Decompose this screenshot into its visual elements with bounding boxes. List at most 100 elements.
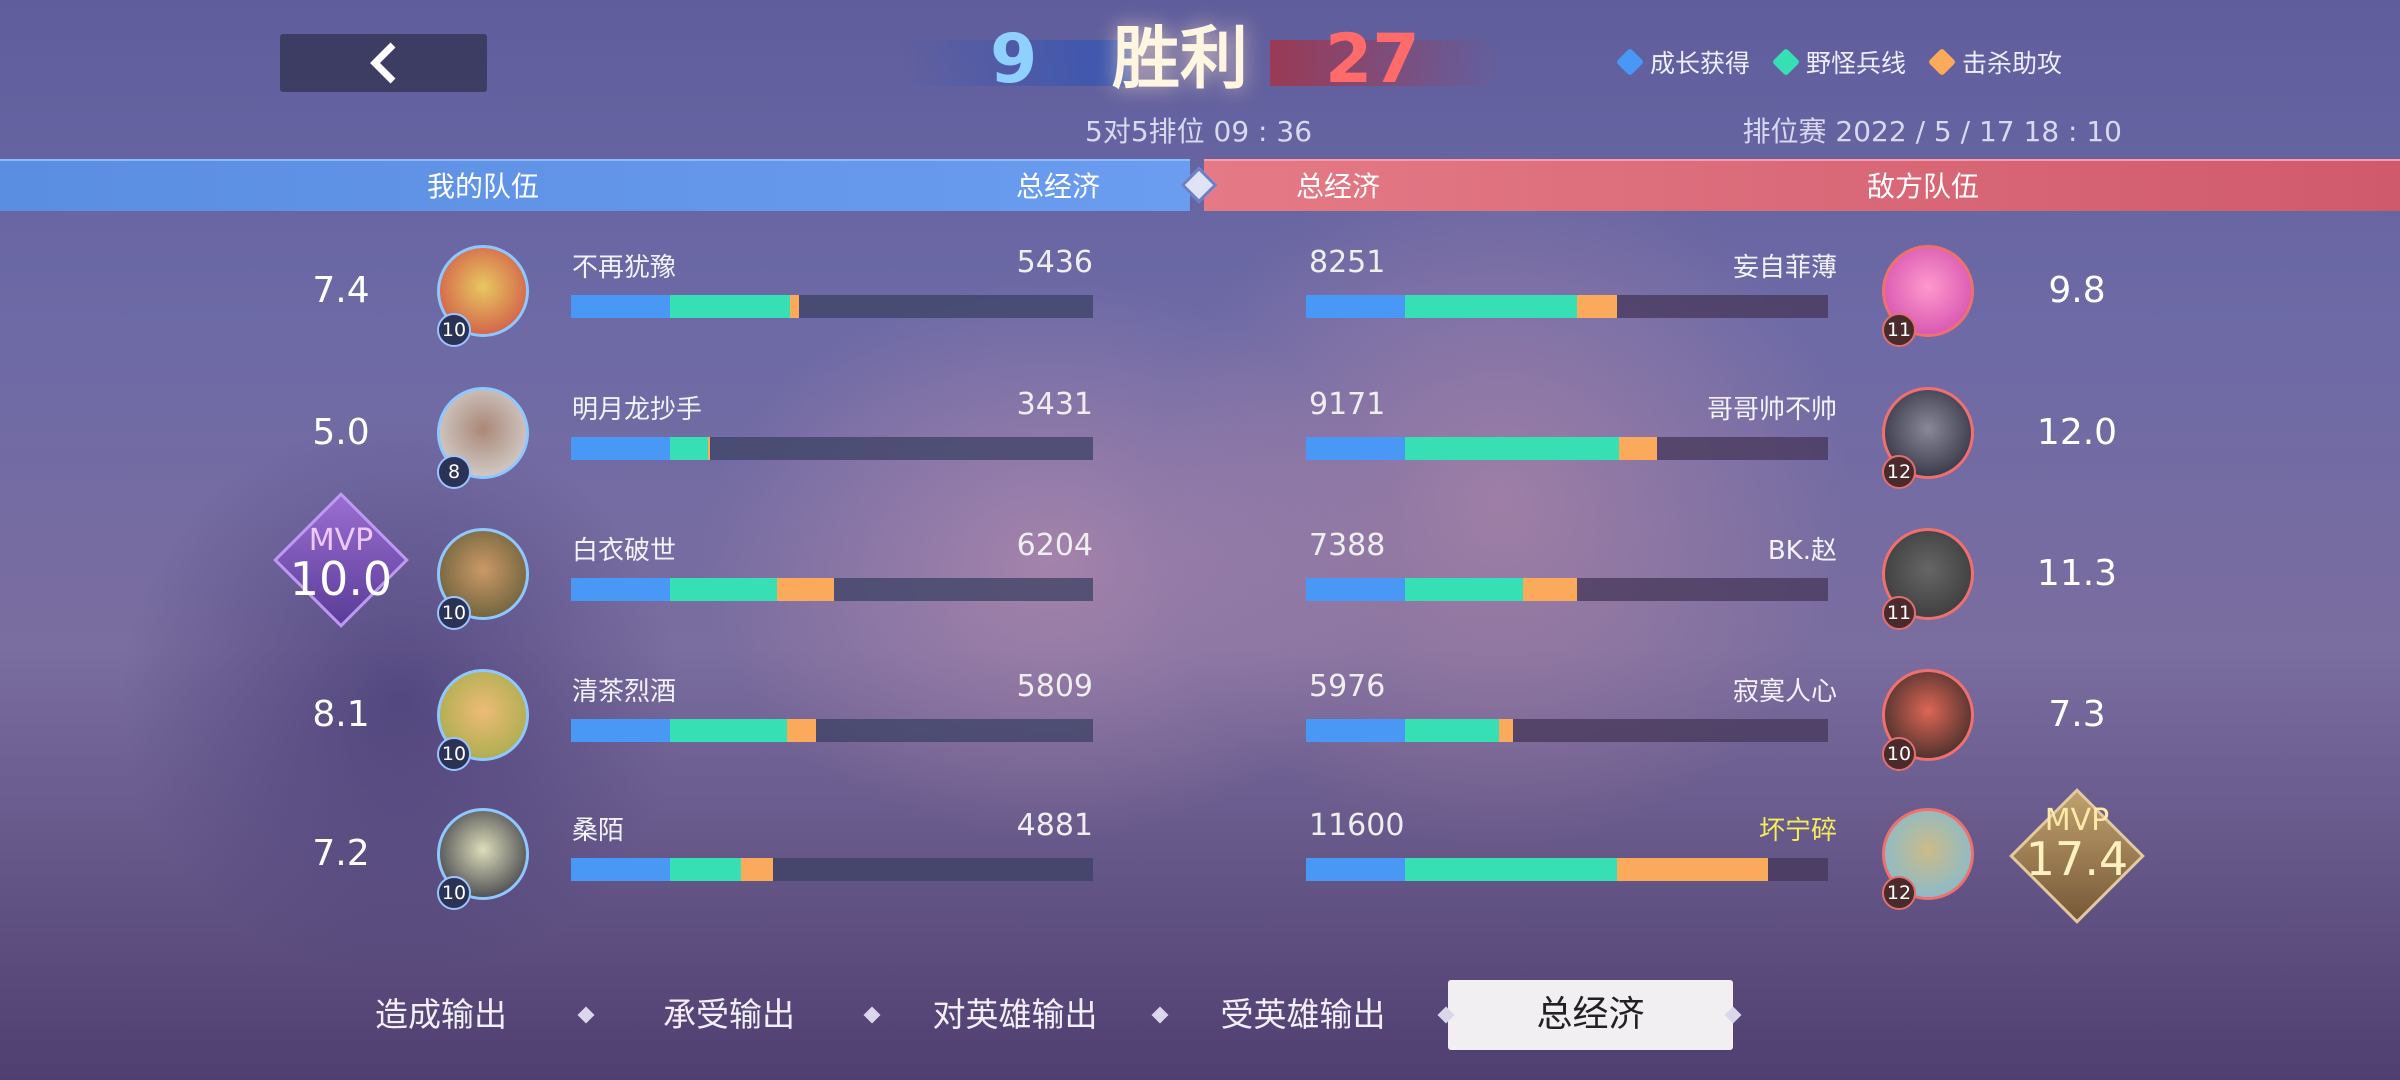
diamond-icon bbox=[1927, 47, 1957, 77]
player-name: 妄自菲薄 bbox=[1732, 253, 1837, 283]
hero-avatar[interactable] bbox=[1882, 387, 1974, 479]
enemy-kills: 27 bbox=[1325, 20, 1420, 99]
total-gold: 8251 bbox=[1309, 245, 1386, 280]
back-button[interactable] bbox=[280, 34, 487, 92]
hero-level-badge: 12 bbox=[1882, 455, 1916, 489]
growth-segment bbox=[571, 719, 671, 742]
total-gold: 9171 bbox=[1309, 387, 1386, 422]
tab-1[interactable]: 承受输出 bbox=[663, 995, 795, 1034]
gold-bar bbox=[1306, 437, 1828, 460]
legend-item-jungle: 野怪兵线 bbox=[1771, 44, 1907, 80]
kill-assist-segment bbox=[707, 437, 710, 460]
legend-label: 野怪兵线 bbox=[1806, 49, 1907, 78]
player-name: 桑陌 bbox=[572, 816, 625, 846]
player-score: 7.4 bbox=[312, 270, 370, 311]
gold-bar bbox=[571, 578, 1093, 601]
gold-bar bbox=[1306, 295, 1828, 318]
jungle-segment bbox=[670, 295, 791, 318]
growth-segment bbox=[1306, 295, 1406, 318]
player-score: 9.8 bbox=[2048, 270, 2106, 311]
result-title: 胜利 bbox=[1112, 20, 1249, 99]
jungle-segment bbox=[1405, 437, 1620, 460]
player-score: 5.0 bbox=[312, 412, 370, 453]
hero-level-badge: 8 bbox=[437, 455, 471, 489]
kill-assist-segment bbox=[776, 578, 835, 601]
hero-level-badge: 10 bbox=[1882, 737, 1916, 771]
tab-separator-diamond-icon bbox=[1151, 1006, 1169, 1024]
tab-3[interactable]: 受英雄输出 bbox=[1220, 995, 1386, 1034]
growth-segment bbox=[1306, 858, 1406, 881]
total-gold: 5976 bbox=[1309, 669, 1386, 704]
my-team-header: 我的队伍 总经济 bbox=[0, 159, 1190, 211]
jungle-segment bbox=[670, 719, 787, 742]
gold-bar bbox=[571, 719, 1093, 742]
player-name: 哥哥帅不帅 bbox=[1706, 395, 1837, 425]
kill-assist-segment bbox=[1619, 437, 1658, 460]
hero-avatar[interactable] bbox=[437, 669, 529, 761]
legend-label: 击杀助攻 bbox=[1962, 49, 2063, 78]
growth-segment bbox=[571, 578, 671, 601]
hero-level-badge: 10 bbox=[437, 313, 471, 347]
player-name: 白衣破世 bbox=[572, 536, 677, 566]
diamond-icon bbox=[1615, 47, 1645, 77]
growth-segment bbox=[1306, 578, 1406, 601]
player-name: BK.赵 bbox=[1767, 536, 1837, 566]
my-stat-label: 总经济 bbox=[1016, 170, 1101, 203]
tab-4-active[interactable]: 总经济 bbox=[1448, 980, 1733, 1050]
legend-label: 成长获得 bbox=[1650, 49, 1751, 78]
tab-0[interactable]: 造成输出 bbox=[375, 995, 507, 1034]
kill-assist-segment bbox=[1499, 719, 1513, 742]
my-kills: 9 bbox=[990, 20, 1038, 99]
jungle-segment bbox=[1405, 719, 1500, 742]
growth-segment bbox=[571, 295, 671, 318]
total-gold: 6204 bbox=[1016, 528, 1093, 563]
tab-separator-diamond-icon bbox=[863, 1006, 881, 1024]
total-gold: 7388 bbox=[1309, 528, 1386, 563]
mvp-label: MVP bbox=[2044, 803, 2110, 838]
my-score-bg bbox=[900, 40, 1130, 86]
diamond-icon bbox=[1771, 47, 1801, 77]
enemy-stat-label: 总经济 bbox=[1296, 170, 1381, 203]
player-score: 7.3 bbox=[2048, 694, 2106, 735]
player-name: 清茶烈酒 bbox=[572, 677, 677, 707]
player-score: 8.1 bbox=[312, 694, 370, 735]
gold-bar bbox=[571, 437, 1093, 460]
jungle-segment bbox=[1405, 578, 1523, 601]
jungle-segment bbox=[1405, 295, 1578, 318]
growth-segment bbox=[571, 858, 671, 881]
total-gold: 4881 bbox=[1016, 808, 1093, 843]
jungle-segment bbox=[670, 437, 708, 460]
mode-time: 5对5排位 09 : 36 bbox=[1085, 115, 1313, 148]
player-score: 11.3 bbox=[2036, 553, 2118, 594]
total-gold: 5809 bbox=[1016, 669, 1093, 704]
legend-item-growth: 成长获得 bbox=[1615, 44, 1751, 80]
growth-segment bbox=[1306, 437, 1406, 460]
total-gold: 3431 bbox=[1016, 387, 1093, 422]
jungle-segment bbox=[670, 578, 777, 601]
enemy-score-bg bbox=[1270, 40, 1500, 86]
gold-bar bbox=[571, 295, 1093, 318]
tab-2[interactable]: 对英雄输出 bbox=[932, 995, 1098, 1034]
legend-item-kills: 击杀助攻 bbox=[1927, 44, 2063, 80]
kill-assist-segment bbox=[1522, 578, 1578, 601]
enemy-team-header: 总经济 敌方队伍 bbox=[1204, 159, 2400, 211]
hero-level-badge: 10 bbox=[437, 596, 471, 630]
jungle-segment bbox=[1405, 858, 1618, 881]
player-score: 12.0 bbox=[2036, 412, 2118, 453]
jungle-segment bbox=[670, 858, 741, 881]
player-name: 明月龙抄手 bbox=[572, 395, 703, 425]
hero-level-badge: 10 bbox=[437, 876, 471, 910]
player-name: 寂寞人心 bbox=[1732, 677, 1837, 707]
player-score: 17.4 bbox=[2025, 832, 2129, 886]
gold-bar bbox=[1306, 578, 1828, 601]
growth-segment bbox=[571, 437, 671, 460]
mvp-label: MVP bbox=[308, 523, 374, 558]
enemy-team-label: 敌方队伍 bbox=[1867, 170, 1980, 203]
kill-assist-segment bbox=[1577, 295, 1618, 318]
chevron-left-icon bbox=[369, 42, 395, 84]
player-name: 不再犹豫 bbox=[572, 253, 677, 283]
kill-assist-segment bbox=[786, 719, 816, 742]
hero-level-badge: 11 bbox=[1882, 596, 1916, 630]
player-score: 10.0 bbox=[289, 552, 393, 606]
my-team-label: 我的队伍 bbox=[427, 170, 540, 203]
